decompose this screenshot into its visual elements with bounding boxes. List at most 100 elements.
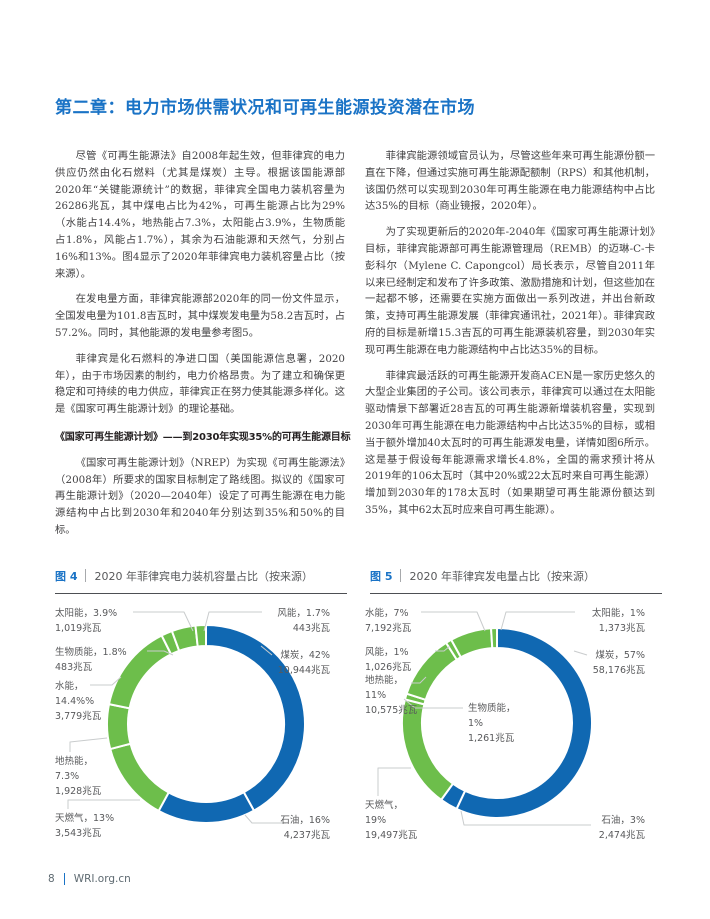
chart-label-line: 1,928兆瓦 <box>55 785 102 797</box>
leader-line <box>203 611 262 631</box>
chart-label-line: 443兆瓦 <box>292 622 330 634</box>
caption-divider <box>400 569 402 583</box>
chart-label-水能: 水能，7% 7,192兆瓦 <box>365 606 411 636</box>
chart-label-风能: 风能，1% 1,026兆瓦 <box>365 645 411 675</box>
chart-label-line: 1% <box>468 717 484 729</box>
chart-label-line: 1,373兆瓦 <box>598 622 645 634</box>
leader-line <box>435 645 451 652</box>
chart-label-line: 10,944兆瓦 <box>277 664 330 676</box>
page-title: 第二章：电力市场供需状况和可再生能源投资潜在市场 <box>55 98 475 118</box>
leader-line <box>244 814 286 824</box>
page-footer: 8 WRI.org.cn <box>48 873 131 885</box>
chart-label-line: 1,019兆瓦 <box>55 622 102 634</box>
figure-4: 图 4 2020 年菲律宾电力装机容量占比（按来源） 煤炭，42% 10,944兆… <box>48 568 347 860</box>
chart-label-line: 19,497兆瓦 <box>365 829 418 841</box>
figure-caption: 图 5 2020 年菲律宾发电量占比（按来源） <box>370 568 662 584</box>
figure-number: 图 5 <box>370 569 393 583</box>
chart-label-line: 天燃气， <box>365 799 404 811</box>
site-link: WRI.org.cn <box>73 873 131 885</box>
chart-label-水能: 水能， 14.4%% 3,779兆瓦 <box>55 679 101 724</box>
chart-label-line: 石油，16% <box>280 814 330 826</box>
leader-line <box>90 676 122 686</box>
chart-label-line: 太阳能，1% <box>591 607 645 619</box>
text-columns: 尽管《可再生能源法》自2008年起生效，但菲律宾的电力供应仍然由化石燃料（尤其是… <box>48 148 662 548</box>
chart-label-太阳能: 太阳能，1% 1,373兆瓦 <box>592 606 645 636</box>
leader-line <box>460 810 591 826</box>
chart-label-煤炭: 煤炭，42% 10,944兆瓦 <box>278 648 330 678</box>
donut-chart-installed-capacity: 煤炭，42% 10,944兆瓦石油，16% 4,237兆瓦 天燃气，13% 3,543兆… <box>48 598 347 860</box>
column-right: 菲律宾能源领域官员认为，尽管这些年来可再生能源份额一直在下降，但通过实施可再生能… <box>365 148 655 548</box>
chart-label-line: 7.3% <box>55 770 80 782</box>
figure-title: 2020 年菲律宾发电量占比（按来源） <box>409 569 595 583</box>
paragraph: 为了实现更新后的2020年-2040年《国家可再生能源计划》目标，菲律宾能源部可… <box>365 226 655 356</box>
chart-label-line: 风能，1% <box>365 646 409 658</box>
figure-5: 图 5 2020 年菲律宾发电量占比（按来源） 煤炭，57% 58,176兆瓦 石油… <box>363 568 662 860</box>
chart-label-生物质能: 生物质能， 1% 1,261兆瓦 <box>468 701 516 746</box>
chart-label-line: 生物质能， <box>468 702 516 714</box>
chart-label-太阳能: 太阳能，3.9% 1,019兆瓦 <box>55 606 117 636</box>
paragraph: 《国家可再生能源计划》（NREP）为实现《可再生能源法》（2008年）所要求的国… <box>55 456 345 536</box>
leader-line <box>573 650 588 656</box>
chart-label-地热能: 地热能， 7.3% 1,928兆瓦 <box>55 754 101 799</box>
chart-label-生物质能: 生物质能，1.8% 483兆瓦 <box>55 645 127 675</box>
chart-label-风能: 风能，1.7% 443兆瓦 <box>277 606 330 636</box>
chart-label-line: 水能，7% <box>365 607 409 619</box>
paragraph: 菲律宾是化石燃料的净进口国（美国能源信息署，2020年），由于市场因素的制约，电… <box>55 352 345 416</box>
leader-line <box>403 698 463 709</box>
leader-line <box>133 611 194 631</box>
chart-label-石油: 石油，16% 4,237兆瓦 <box>280 813 330 843</box>
chart-label-line: 石油，3% <box>601 814 645 826</box>
chart-slice-风能 <box>194 623 207 648</box>
leader-line <box>67 799 140 809</box>
caption-divider <box>85 569 87 583</box>
chart-label-line: 天燃气，13% <box>55 812 115 824</box>
paragraph: 在发电量方面，菲律宾能源部2020年的同一份文件显示，全国发电量为101.8吉瓦… <box>55 293 345 339</box>
chart-label-line: 7,192兆瓦 <box>365 622 412 634</box>
chart-label-line: 生物质能，1.8% <box>55 646 127 658</box>
leader-line <box>500 611 575 630</box>
chart-label-line: 地热能， <box>55 755 94 767</box>
chart-label-天燃气: 天燃气，13% 3,543兆瓦 <box>55 811 114 841</box>
caption-rule <box>370 592 662 594</box>
figures-row: 图 4 2020 年菲律宾电力装机容量占比（按来源） 煤炭，42% 10,944兆… <box>48 568 662 860</box>
caption-rule <box>55 592 347 594</box>
chart-label-line: 483兆瓦 <box>55 661 93 673</box>
leader-line <box>69 737 108 752</box>
footer-divider <box>63 873 65 885</box>
leader-line <box>147 650 174 656</box>
chart-label-line: 太阳能，3.9% <box>55 607 118 619</box>
chart-label-line: 1,026兆瓦 <box>365 661 412 673</box>
figure-caption: 图 4 2020 年菲律宾电力装机容量占比（按来源） <box>55 568 347 584</box>
chart-label-line: 煤炭，42% <box>280 649 330 661</box>
chart-slice-地热能 <box>106 702 132 750</box>
donut-svg <box>377 611 593 826</box>
chart-label-line: 19% <box>365 814 387 826</box>
section-subheading: 《国家可再生能源计划》——到2030年实现35%的可再生能源目标 <box>55 431 351 443</box>
leader-line <box>421 611 486 631</box>
chart-slice-石油 <box>157 790 255 824</box>
chart-label-line: 2,474兆瓦 <box>598 829 645 841</box>
paragraph: 菲律宾最活跃的可再生能源开发商ACEN是一家历史悠久的大型企业集团的子公司。该公… <box>365 369 655 516</box>
chart-label-天燃气: 天燃气， 19% 19,497兆瓦 <box>365 798 417 843</box>
chart-label-地热能: 地热能， 11% 10,575兆瓦 <box>365 673 417 718</box>
chart-label-line: 水能， <box>55 680 84 692</box>
chart-label-line: 1,261兆瓦 <box>468 732 515 744</box>
chart-label-煤炭: 煤炭，57% 58,176兆瓦 <box>593 648 645 678</box>
figure-number: 图 4 <box>55 569 78 583</box>
donut-chart-generation: 煤炭，57% 58,176兆瓦石油，3% 2,474兆瓦 天燃气， 19% 19,497兆… <box>363 598 662 860</box>
chart-slice-水能 <box>450 626 494 659</box>
page-number: 8 <box>48 873 55 885</box>
chart-label-line: 3,779兆瓦 <box>55 710 102 722</box>
leader-line <box>411 676 427 684</box>
paragraph: 尽管《可再生能源法》自2008年起生效，但菲律宾的电力供应仍然由化石燃料（尤其是… <box>55 150 345 280</box>
chart-slice-太阳能 <box>490 626 498 649</box>
chart-label-line: 3,543兆瓦 <box>55 827 102 839</box>
chart-label-line: 风能，1.7% <box>277 607 330 619</box>
chart-slice-天燃气 <box>109 742 170 812</box>
chart-label-line: 14.4%% <box>55 695 95 707</box>
column-left: 尽管《可再生能源法》自2008年起生效，但菲律宾的电力供应仍然由化石燃料（尤其是… <box>55 148 351 548</box>
donut-svg <box>67 611 306 824</box>
chart-label-line: 地热能， <box>365 674 404 686</box>
chart-label-石油: 石油，3% 2,474兆瓦 <box>599 813 645 843</box>
